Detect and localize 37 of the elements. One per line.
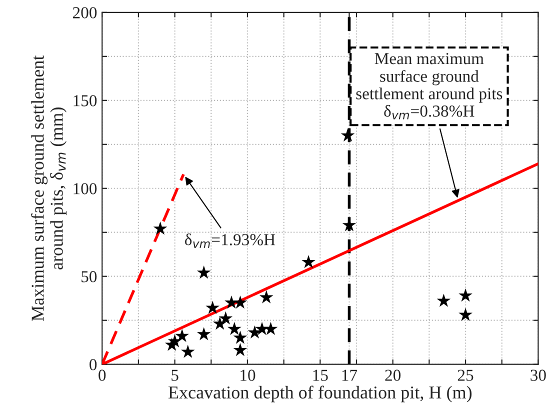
x-tick-label: 0 xyxy=(98,370,106,381)
point xyxy=(218,311,233,324)
x-tick-label: 30 xyxy=(530,370,546,381)
point xyxy=(227,322,242,336)
point xyxy=(180,344,195,358)
annotation: δ$_{vm}$=1.93%H xyxy=(185,233,276,248)
point xyxy=(458,308,472,321)
x-tick-label: 25 xyxy=(458,370,474,381)
x-axis-title: Excavation depth of foundation pit, H (m) xyxy=(168,386,472,402)
x-tick-label: 20 xyxy=(385,370,401,381)
point xyxy=(255,322,269,336)
point xyxy=(175,328,189,342)
point xyxy=(458,288,472,302)
y-tick-label: 200 xyxy=(72,7,97,18)
y-tick-label: 100 xyxy=(74,183,97,194)
x-tick-label: 10 xyxy=(240,370,256,381)
point xyxy=(340,128,355,142)
y-tick-label: 50 xyxy=(82,271,97,282)
point xyxy=(302,254,316,268)
point xyxy=(233,342,248,356)
point xyxy=(264,322,278,336)
point xyxy=(168,334,182,348)
point xyxy=(436,294,451,307)
y-tick-label: 0 xyxy=(90,359,97,370)
x-tick-label: 5 xyxy=(172,370,178,381)
point xyxy=(212,316,227,330)
x-tick-label: 17 xyxy=(342,370,358,381)
y-tick-label: 150 xyxy=(74,95,97,106)
annotation: Mean maximum surface ground settlement around pits δ$_{vm}$=0.38%H xyxy=(356,53,502,120)
point xyxy=(206,300,220,314)
point xyxy=(196,327,211,340)
point xyxy=(196,266,211,279)
x-tick-label: 15 xyxy=(313,370,328,381)
point xyxy=(233,330,248,344)
point xyxy=(259,290,274,304)
y-axis-title: Maximum surface ground settlement around pits, δ$_{vm}$ (mm) xyxy=(30,55,67,321)
point xyxy=(153,222,168,235)
